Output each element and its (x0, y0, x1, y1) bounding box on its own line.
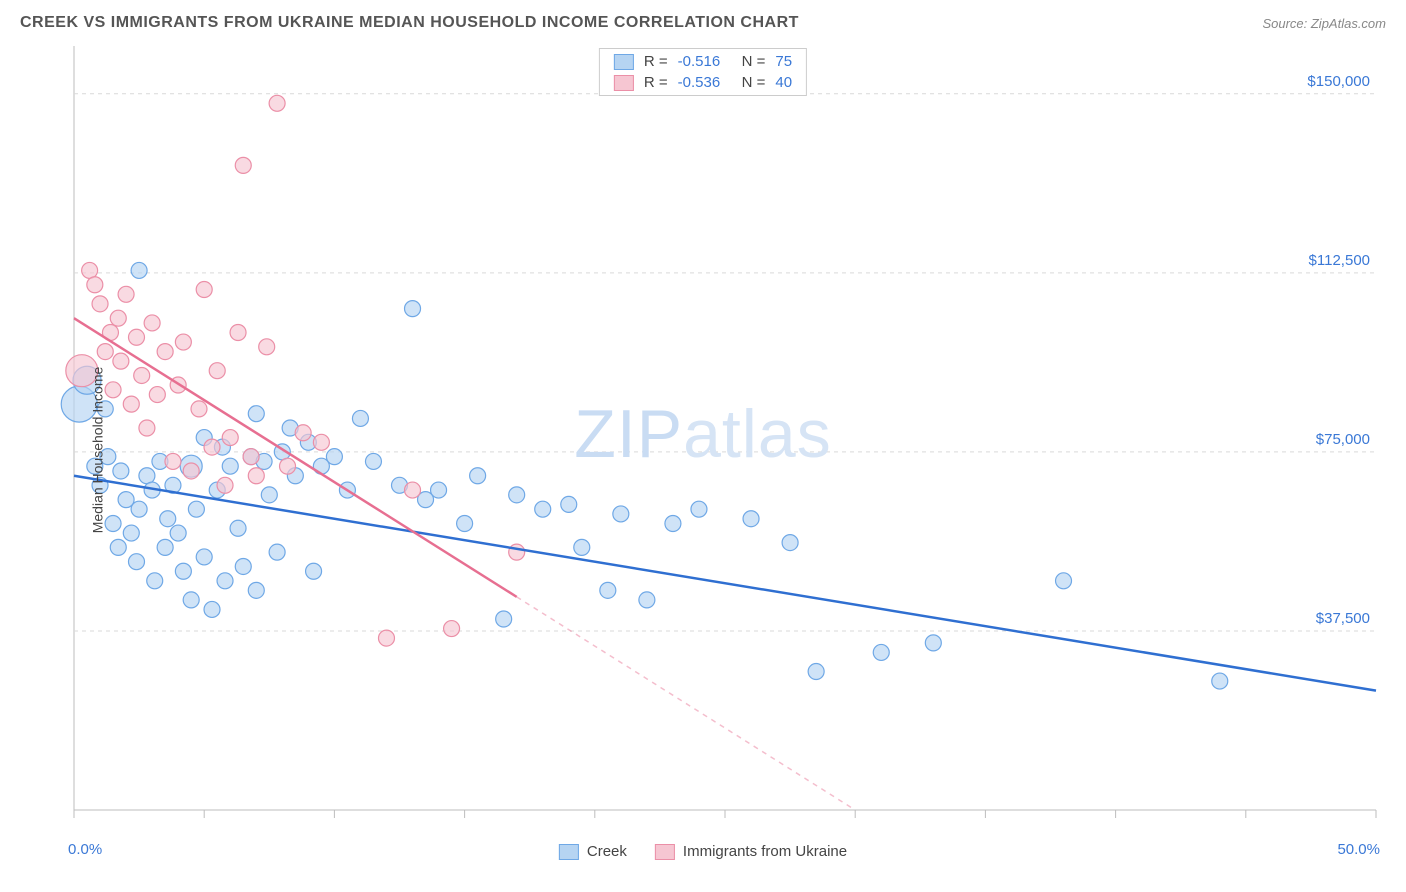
legend-label: Creek (587, 843, 627, 860)
legend-label: Immigrants from Ukraine (683, 843, 847, 860)
legend-swatch (614, 75, 634, 91)
svg-text:$112,500: $112,500 (1309, 252, 1370, 269)
scatter-plot: $37,500 $75,000 $112,500 $150,000 (20, 40, 1386, 860)
legend-stat-row: R =-0.516N =75 (600, 51, 806, 72)
x-axis-max-label: 50.0% (1337, 841, 1380, 858)
legend-item: Creek (559, 843, 627, 860)
series-legend: Creek Immigrants from Ukraine (559, 843, 847, 860)
source-attribution: Source: ZipAtlas.com (1262, 16, 1386, 31)
legend-item: Immigrants from Ukraine (655, 843, 847, 860)
chart-title: CREEK VS IMMIGRANTS FROM UKRAINE MEDIAN … (20, 14, 799, 32)
chart-header: CREEK VS IMMIGRANTS FROM UKRAINE MEDIAN … (20, 10, 1386, 40)
y-axis-label: Median Household Income (89, 367, 105, 534)
legend-swatch (614, 54, 634, 70)
chart-container: Median Household Income ZIPatlas $37,500… (20, 40, 1386, 860)
legend-swatch (559, 844, 579, 860)
svg-text:$75,000: $75,000 (1316, 431, 1370, 448)
svg-text:$150,000: $150,000 (1307, 73, 1370, 90)
legend-swatch (655, 844, 675, 860)
legend-stat-row: R =-0.536N =40 (600, 72, 806, 93)
x-axis-min-label: 0.0% (68, 841, 102, 858)
svg-text:$37,500: $37,500 (1316, 610, 1370, 627)
correlation-legend: R =-0.516N =75R =-0.536N =40 (599, 48, 807, 96)
